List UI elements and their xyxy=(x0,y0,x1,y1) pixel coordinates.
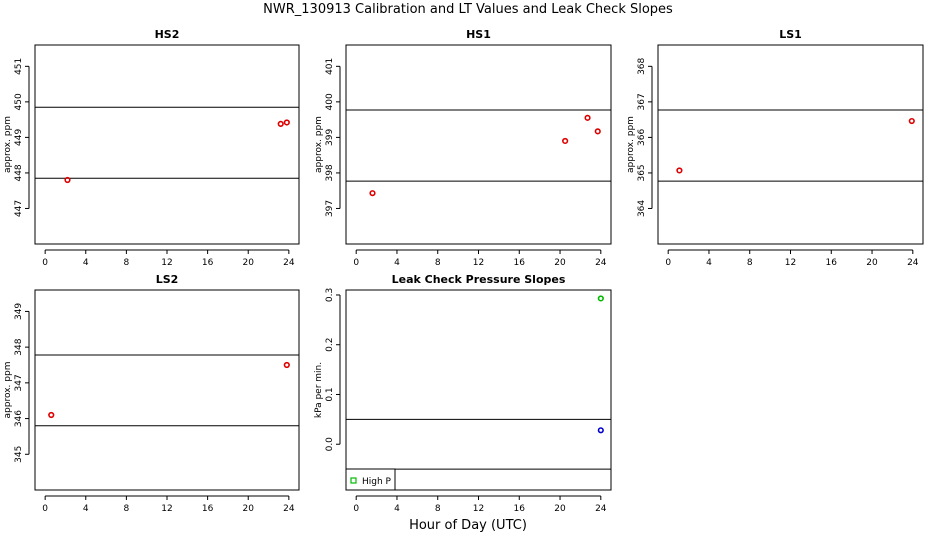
panel-1-x-tick-label: 12 xyxy=(161,258,172,268)
panel-5-y-tick-label: 0.3 xyxy=(325,288,335,302)
panel-4-x-tick-label: 0 xyxy=(42,504,48,514)
panel-4-y-tick-label: 349 xyxy=(14,303,24,320)
panel-3-y-tick-label: 368 xyxy=(637,57,647,74)
panel-4-x-tick-label: 12 xyxy=(161,504,172,514)
panel-5-x-tick-label: 4 xyxy=(394,504,400,514)
panel-2-data-point xyxy=(562,137,569,145)
panel-1-x-tick-label: 20 xyxy=(243,258,255,268)
panel-3-x-tick-label: 16 xyxy=(826,258,838,268)
panel-4-plot-frame xyxy=(34,289,300,491)
panel-3-data-point xyxy=(908,117,915,125)
panel-2-title: HS1 xyxy=(466,28,491,41)
panel-5-data-point xyxy=(597,295,604,302)
panel-4-y-tick-label: 346 xyxy=(14,410,24,427)
panel-1-y-tick-label: 450 xyxy=(14,93,24,110)
panel-4-data-point xyxy=(283,361,290,369)
figure-x-axis-label: Hour of Day (UTC) xyxy=(409,518,527,533)
panel-5-x-tick-label: 0 xyxy=(353,504,359,514)
panel-2-x-tick-label: 16 xyxy=(514,258,526,268)
panel-4-x-tick-label: 20 xyxy=(243,504,255,514)
panel-2-x-tick-label: 24 xyxy=(595,258,607,268)
panel-5-y-tick-label: 0.1 xyxy=(325,387,335,401)
panel-3-y-axis-label: approx. ppm xyxy=(626,116,636,173)
panel-1-data-point xyxy=(277,120,284,127)
panel-1-data-point xyxy=(283,119,290,126)
panel-5-x-tick-label: 12 xyxy=(473,504,484,514)
panel-3-x-tick-label: 20 xyxy=(866,258,878,268)
panel-1-x-tick-label: 24 xyxy=(283,258,295,268)
panel-2-y-tick-label: 401 xyxy=(325,58,335,75)
panel-1-plot-frame xyxy=(34,44,300,245)
panel-3-title: LS1 xyxy=(779,28,802,41)
panel-3-data-point xyxy=(676,167,683,174)
panel-3-x-tick-label: 8 xyxy=(747,258,753,268)
panel-5-x-tick-label: 8 xyxy=(435,504,441,514)
figure-title: NWR_130913 Calibration and LT Values and… xyxy=(263,2,673,17)
panel-3-x-tick-label: 12 xyxy=(785,258,796,268)
panel-2-x-tick-label: 12 xyxy=(473,258,484,268)
panel-3-y-tick-label: 364 xyxy=(637,200,647,217)
panel-4-x-tick-label: 24 xyxy=(283,504,295,514)
panel-1-x-tick-label: 16 xyxy=(202,258,214,268)
panel-2-x-tick-label: 0 xyxy=(353,258,359,268)
panel-5-x-tick-label: 16 xyxy=(514,504,526,514)
panel-5-data-point xyxy=(597,427,604,434)
panel-2-y-tick-label: 399 xyxy=(325,129,335,146)
panel-4-y-tick-label: 348 xyxy=(14,338,24,355)
panel-2-y-tick-label: 397 xyxy=(325,200,335,217)
panel-1-y-axis-label: approx. ppm xyxy=(3,116,13,173)
panel-2-y-axis-label: approx. ppm xyxy=(314,116,324,173)
panel-5-x-tick-label: 24 xyxy=(595,504,607,514)
panel-1-x-tick-label: 0 xyxy=(42,258,48,268)
panel-1-x-tick-label: 4 xyxy=(83,258,89,268)
panel-4-y-axis-label: approx. ppm xyxy=(3,362,13,419)
panel-2-x-tick-label: 4 xyxy=(394,258,400,268)
panel-1-y-tick-label: 449 xyxy=(14,129,24,146)
panel-3-y-tick-label: 366 xyxy=(637,129,647,146)
panel-5-legend-marker xyxy=(350,477,357,484)
panel-2-data-point xyxy=(584,114,591,121)
panel-4-title: LS2 xyxy=(156,273,179,286)
panel-4-y-tick-label: 345 xyxy=(14,446,24,463)
panel-1-y-tick-label: 448 xyxy=(14,164,24,181)
panel-5-y-axis-label: kPa per min. xyxy=(314,362,324,418)
panel-3-y-tick-label: 367 xyxy=(637,93,647,110)
panel-2-y-tick-label: 400 xyxy=(325,93,335,110)
panel-5-y-tick-label: 0.0 xyxy=(325,437,335,452)
panel-5-title: Leak Check Pressure Slopes xyxy=(392,273,566,286)
panel-1-y-tick-label: 451 xyxy=(14,58,24,75)
panel-3-plot-frame xyxy=(657,44,924,245)
panel-5-legend-box xyxy=(345,468,396,491)
panel-5-legend-label: High P xyxy=(362,477,392,487)
panel-3-x-tick-label: 0 xyxy=(665,258,671,268)
panel-4-x-tick-label: 8 xyxy=(124,504,130,514)
panel-4-data-point xyxy=(48,411,55,419)
panel-3-x-tick-label: 24 xyxy=(907,258,919,268)
panel-2-y-tick-label: 398 xyxy=(325,164,335,181)
panel-2-plot-frame xyxy=(345,44,612,245)
panel-1-x-tick-label: 8 xyxy=(124,258,130,268)
panel-4-x-tick-label: 16 xyxy=(202,504,214,514)
panel-3-x-tick-label: 4 xyxy=(706,258,712,268)
panel-5-plot-frame xyxy=(345,289,612,491)
panel-3-y-tick-label: 365 xyxy=(637,164,647,181)
panel-5-y-tick-label: 0.2 xyxy=(325,338,335,352)
panel-4-y-tick-label: 347 xyxy=(14,374,24,391)
panel-2-x-tick-label: 20 xyxy=(554,258,566,268)
panel-5-x-tick-label: 20 xyxy=(554,504,566,514)
panel-2-data-point xyxy=(594,128,601,135)
panel-2-data-point xyxy=(369,190,376,197)
panel-2-x-tick-label: 8 xyxy=(435,258,441,268)
panel-1-data-point xyxy=(64,176,71,184)
panel-4-x-tick-label: 4 xyxy=(83,504,89,514)
panel-1-title: HS2 xyxy=(155,28,180,41)
panel-1-y-tick-label: 447 xyxy=(14,200,24,217)
